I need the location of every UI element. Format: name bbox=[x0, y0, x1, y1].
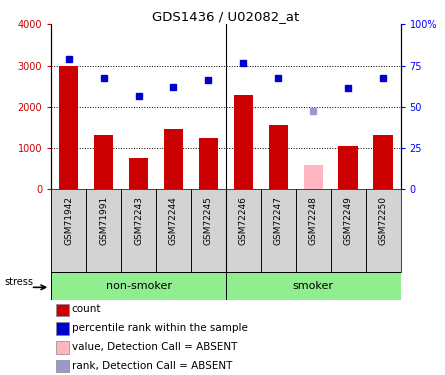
Text: value, Detection Call = ABSENT: value, Detection Call = ABSENT bbox=[72, 342, 237, 352]
Bar bbox=[234, 95, 253, 189]
Text: GSM72246: GSM72246 bbox=[239, 196, 248, 245]
Bar bbox=[121, 189, 156, 272]
Text: smoker: smoker bbox=[293, 281, 334, 291]
Text: GSM72247: GSM72247 bbox=[274, 196, 283, 245]
Bar bbox=[331, 189, 366, 272]
Bar bbox=[56, 303, 69, 316]
Text: GSM71942: GSM71942 bbox=[64, 196, 73, 245]
Bar bbox=[366, 189, 400, 272]
Bar bbox=[56, 341, 69, 354]
Text: GSM72249: GSM72249 bbox=[344, 196, 352, 245]
Text: GSM72250: GSM72250 bbox=[379, 196, 388, 245]
Bar bbox=[339, 147, 358, 189]
Text: count: count bbox=[72, 304, 101, 314]
Text: GSM71991: GSM71991 bbox=[99, 196, 108, 245]
Text: non-smoker: non-smoker bbox=[105, 281, 171, 291]
Text: GSM72248: GSM72248 bbox=[309, 196, 318, 245]
Bar bbox=[51, 272, 226, 300]
Bar bbox=[156, 189, 191, 272]
Text: rank, Detection Call = ABSENT: rank, Detection Call = ABSENT bbox=[72, 361, 232, 370]
Bar bbox=[51, 189, 86, 272]
Bar bbox=[199, 138, 218, 189]
Bar bbox=[129, 158, 148, 189]
Bar bbox=[269, 125, 288, 189]
Bar bbox=[373, 135, 392, 189]
Bar bbox=[164, 129, 183, 189]
Bar bbox=[56, 322, 69, 335]
Text: GSM72244: GSM72244 bbox=[169, 196, 178, 245]
Bar bbox=[56, 360, 69, 372]
Bar bbox=[59, 66, 78, 189]
Text: GSM72245: GSM72245 bbox=[204, 196, 213, 245]
Bar bbox=[261, 189, 295, 272]
Bar bbox=[94, 135, 113, 189]
Bar bbox=[303, 165, 323, 189]
Bar bbox=[295, 189, 331, 272]
Bar bbox=[226, 189, 261, 272]
Text: percentile rank within the sample: percentile rank within the sample bbox=[72, 323, 247, 333]
Bar bbox=[191, 189, 226, 272]
Title: GDS1436 / U02082_at: GDS1436 / U02082_at bbox=[152, 10, 299, 23]
Text: GSM72243: GSM72243 bbox=[134, 196, 143, 245]
Bar bbox=[86, 189, 121, 272]
Text: stress: stress bbox=[4, 277, 33, 287]
Bar bbox=[226, 272, 400, 300]
